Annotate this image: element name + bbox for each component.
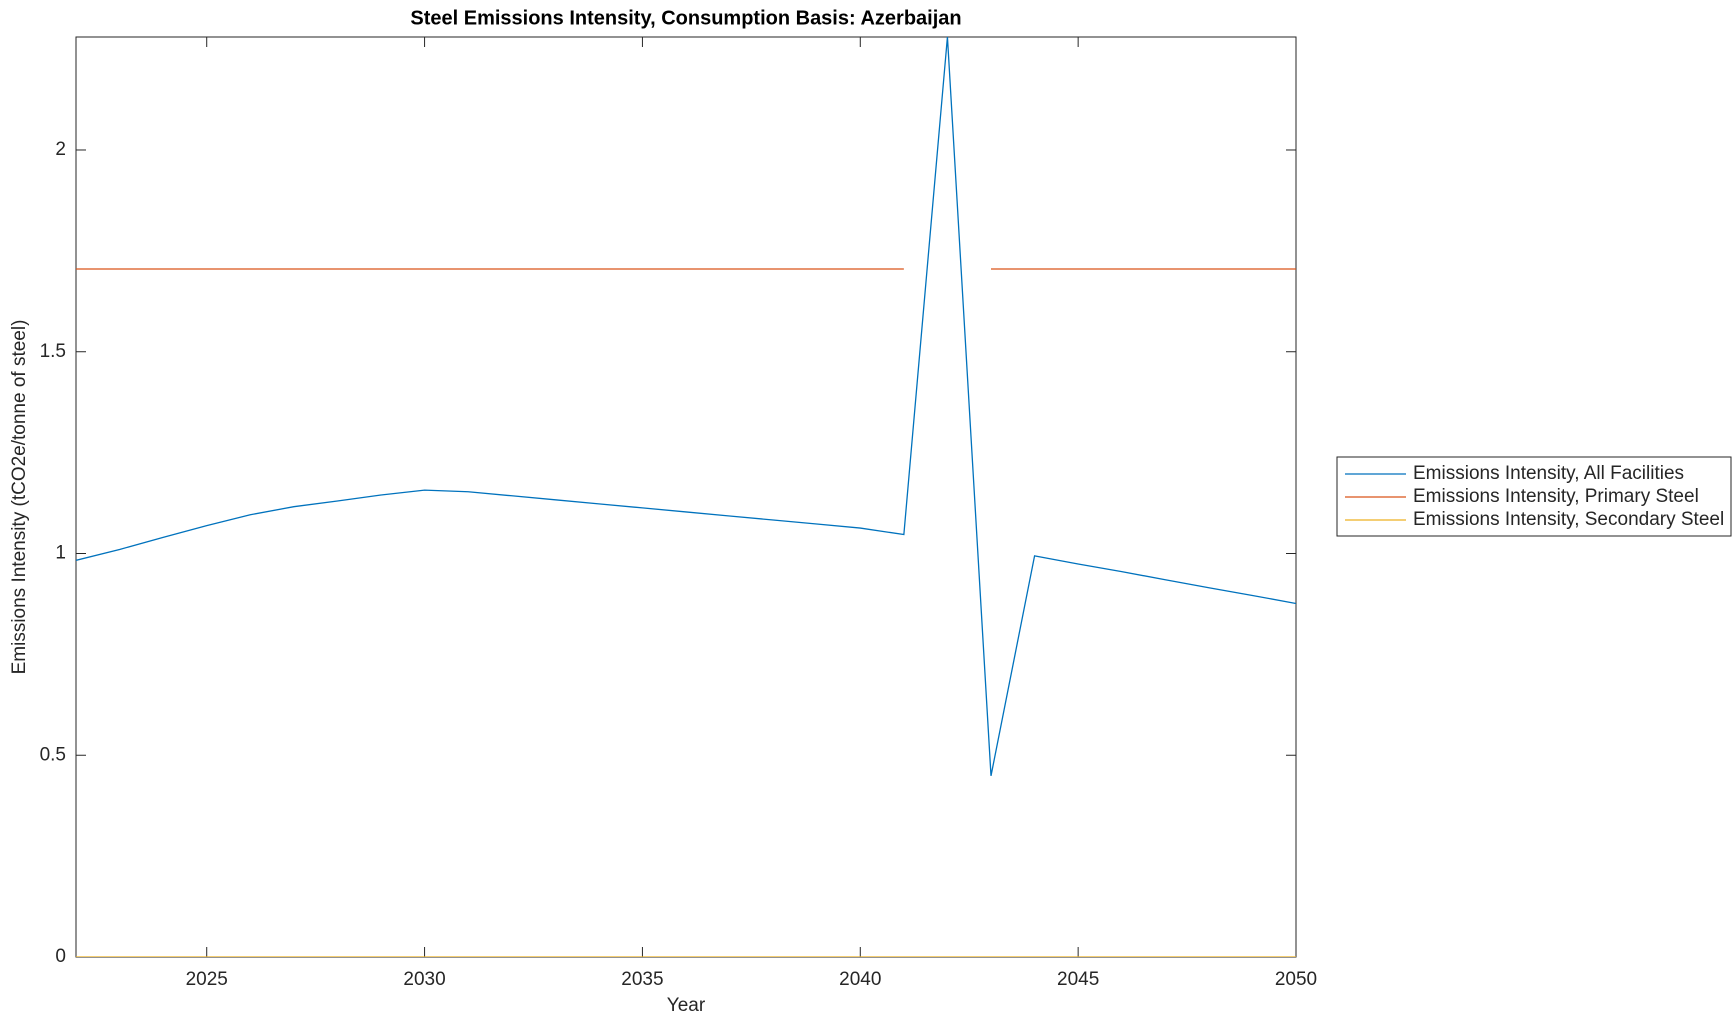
x-tick-label: 2040: [839, 969, 881, 990]
y-tick-label: 0.5: [40, 744, 66, 765]
plot-area: [75, 36, 1297, 958]
y-tick-label: 1: [55, 543, 66, 564]
x-tick-label: 2035: [621, 969, 663, 990]
y-tick-label: 0: [55, 946, 66, 967]
x-tick-label: 2030: [403, 969, 445, 990]
x-axis-label: Year: [667, 995, 706, 1016]
legend-label: Emissions Intensity, Primary Steel: [1413, 486, 1699, 507]
x-tick-label: 2025: [186, 969, 228, 990]
x-tick-label: 2045: [1057, 969, 1099, 990]
y-axis-label: Emissions Intensity (tCO2e/tonne of stee…: [9, 320, 30, 675]
x-tick-label: 2050: [1275, 969, 1317, 990]
y-tick-label: 2: [55, 139, 66, 160]
chart-title: Steel Emissions Intensity, Consumption B…: [410, 7, 961, 29]
y-tick-label: 1.5: [40, 341, 66, 362]
legend-label: Emissions Intensity, All Facilities: [1413, 463, 1684, 484]
legend-label: Emissions Intensity, Secondary Steel: [1413, 509, 1724, 530]
series-line: [76, 37, 1296, 776]
